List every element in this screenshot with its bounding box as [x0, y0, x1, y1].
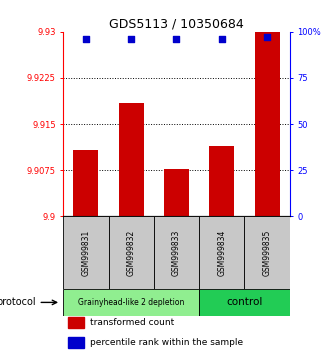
Bar: [255, 32, 279, 216]
Text: GSM999831: GSM999831: [81, 229, 91, 275]
Bar: [199, 289, 290, 316]
Text: control: control: [226, 297, 263, 307]
Text: Grainyhead-like 2 depletion: Grainyhead-like 2 depletion: [78, 298, 184, 307]
Point: [174, 36, 179, 42]
Bar: [74, 150, 98, 216]
Bar: [209, 145, 234, 216]
Text: percentile rank within the sample: percentile rank within the sample: [91, 338, 243, 347]
Title: GDS5113 / 10350684: GDS5113 / 10350684: [109, 18, 244, 31]
Bar: [244, 216, 290, 289]
Point: [219, 36, 224, 42]
Point: [129, 36, 134, 42]
Bar: [109, 216, 154, 289]
Bar: [154, 216, 199, 289]
Point: [264, 35, 270, 40]
Text: GSM999833: GSM999833: [172, 229, 181, 275]
Text: protocol: protocol: [0, 297, 36, 307]
Point: [83, 36, 89, 42]
Bar: [68, 316, 84, 327]
Bar: [63, 216, 109, 289]
Text: transformed count: transformed count: [91, 318, 175, 326]
Bar: [199, 216, 244, 289]
Bar: [164, 169, 189, 216]
Text: GSM999832: GSM999832: [127, 229, 136, 275]
Bar: [68, 337, 84, 348]
Text: GSM999835: GSM999835: [262, 229, 272, 275]
Bar: [119, 103, 144, 216]
Text: GSM999834: GSM999834: [217, 229, 226, 275]
Bar: [63, 289, 199, 316]
